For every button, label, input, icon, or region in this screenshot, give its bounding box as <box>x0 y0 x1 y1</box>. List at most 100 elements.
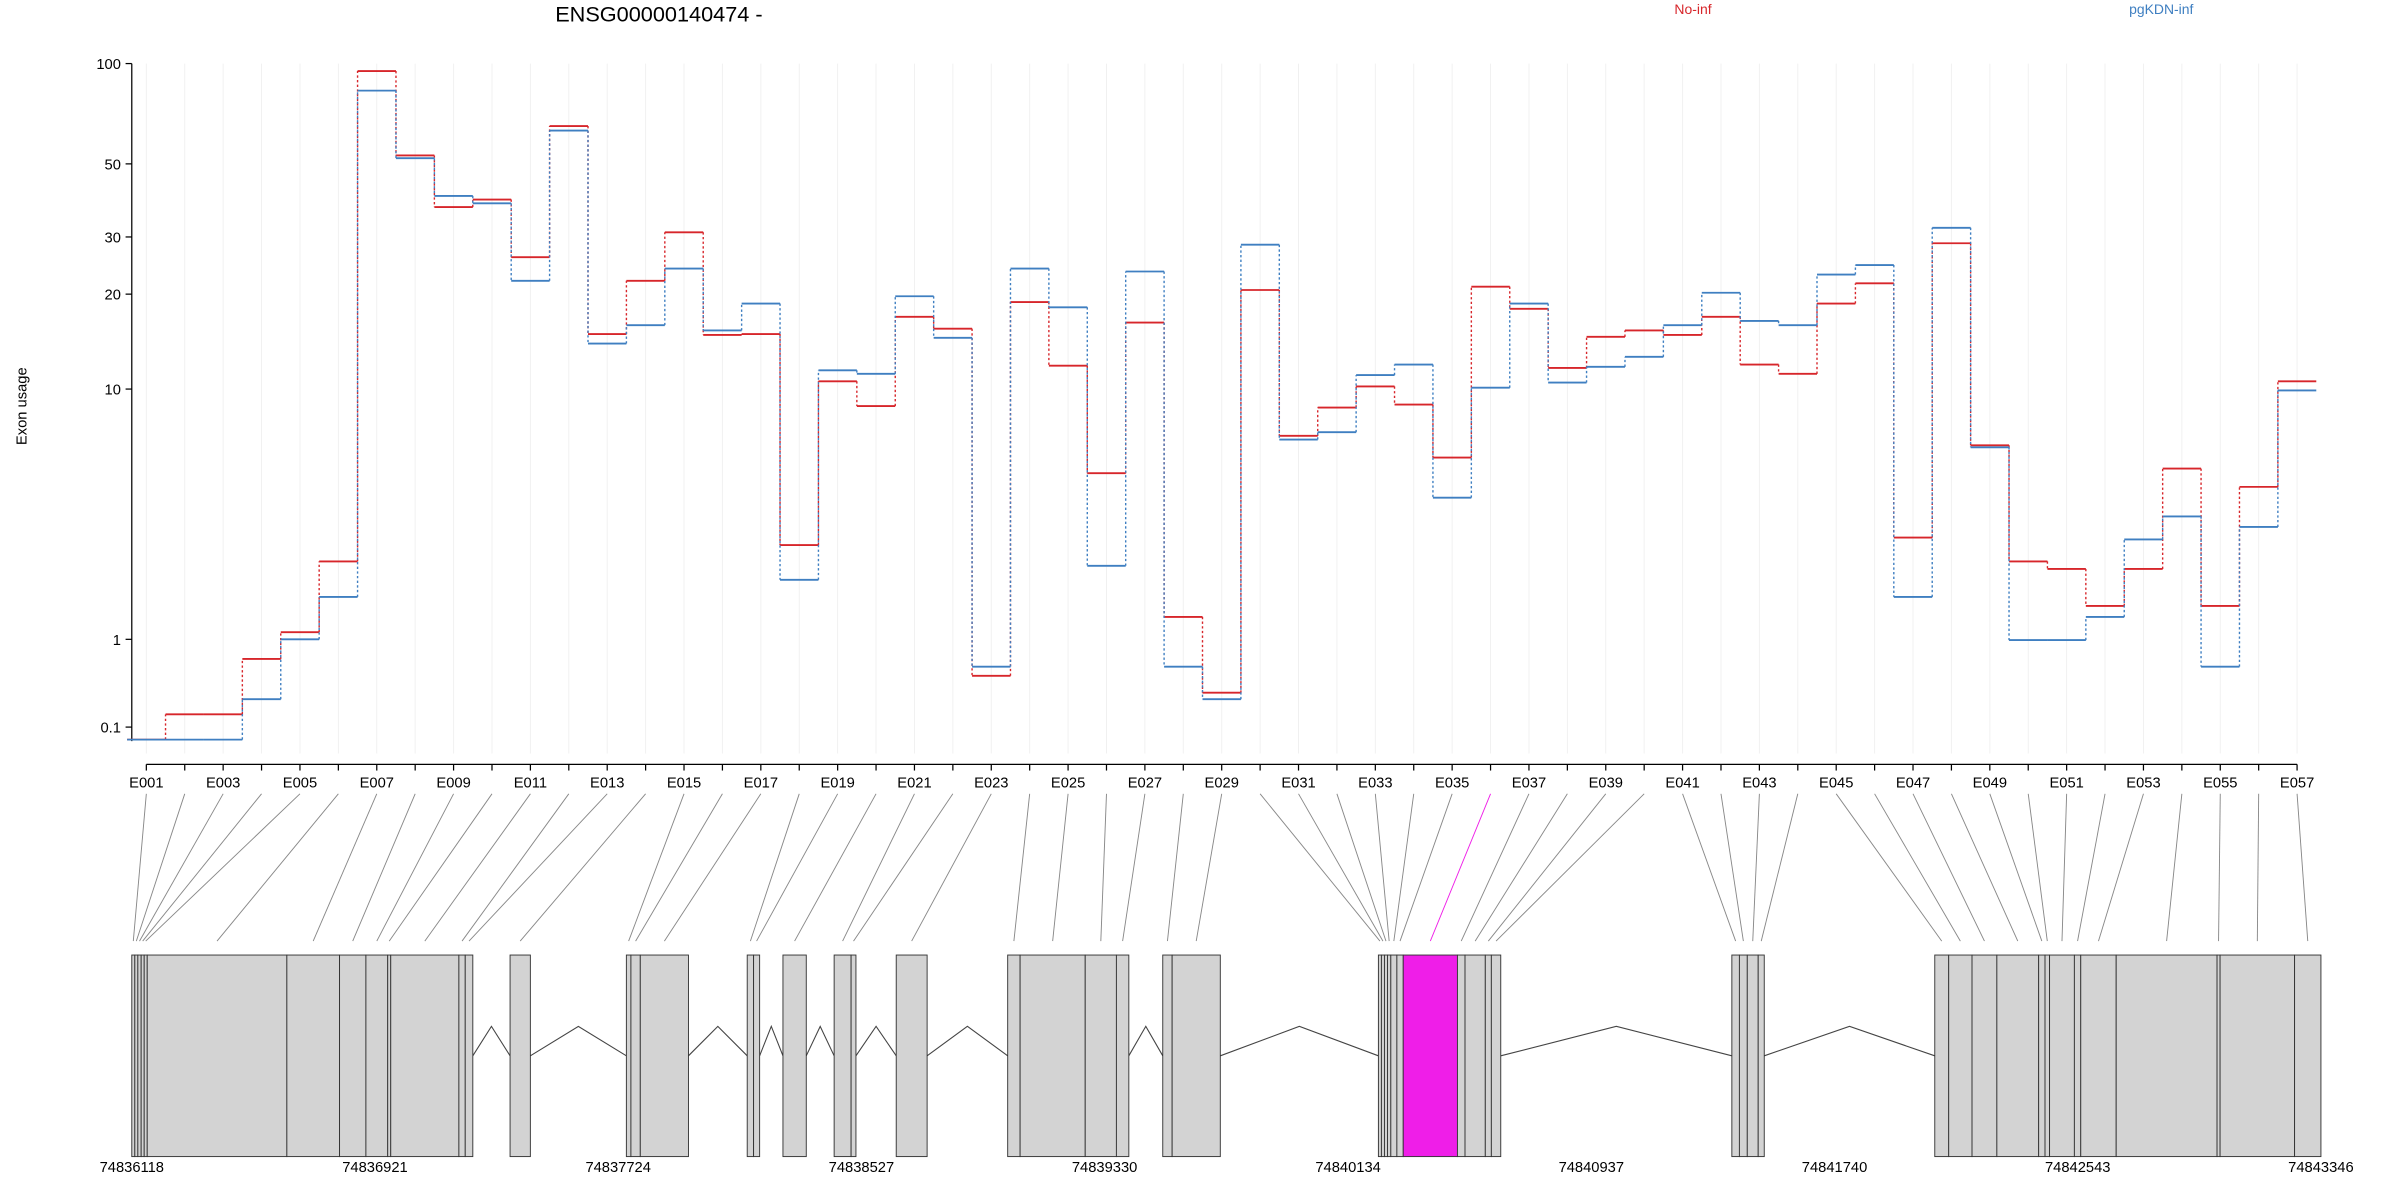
x-tick-label: E049 <box>1973 776 2007 792</box>
exon <box>2038 954 2046 1158</box>
x-tick-label: E045 <box>1819 776 1853 792</box>
exon <box>339 954 367 1158</box>
exon-link <box>635 793 723 942</box>
exon-link <box>1052 793 1069 942</box>
gene-axis-label: 74837724 <box>585 1160 651 1176</box>
exon-link <box>2061 793 2068 942</box>
exon-link <box>1298 793 1384 942</box>
x-tick-label: E043 <box>1742 776 1776 792</box>
intron <box>1764 1025 1935 1057</box>
exon-link <box>1682 793 1737 942</box>
exon <box>1396 954 1404 1158</box>
exon-link <box>352 793 416 942</box>
exon-link <box>853 793 954 942</box>
exon-link <box>1752 793 1760 942</box>
exon <box>2219 954 2296 1158</box>
y-tick-label: 20 <box>105 288 121 304</box>
exon <box>639 954 689 1158</box>
exon <box>746 954 755 1158</box>
x-tick-label: E051 <box>2049 776 2083 792</box>
exon <box>850 954 857 1158</box>
x-tick-label: E053 <box>2126 776 2160 792</box>
exon <box>1948 954 1973 1158</box>
exon <box>1490 954 1502 1158</box>
y-tick-label: 50 <box>105 157 121 173</box>
x-tick-label: E009 <box>436 776 470 792</box>
x-tick-label: E047 <box>1896 776 1930 792</box>
exon <box>1390 954 1398 1158</box>
exon <box>1746 954 1759 1158</box>
exon-link <box>135 793 186 942</box>
exon <box>753 954 761 1158</box>
exon-link <box>1874 793 1961 942</box>
exon-link <box>1259 793 1381 942</box>
exon <box>1996 954 2040 1158</box>
exon <box>146 954 288 1158</box>
chart-title: ENSG00000140474 - <box>555 2 762 27</box>
gene-axis-label: 74836921 <box>342 1160 407 1176</box>
exon-link <box>1166 793 1184 942</box>
x-tick-label: E013 <box>590 776 624 792</box>
x-tick-label: E005 <box>283 776 317 792</box>
exon-link <box>628 793 685 942</box>
x-tick-label: E035 <box>1435 776 1469 792</box>
exon-link <box>1374 793 1390 942</box>
exon-link <box>794 793 877 942</box>
x-tick-label: E041 <box>1665 776 1699 792</box>
exon <box>1084 954 1117 1158</box>
exon <box>509 954 531 1158</box>
exon <box>1456 954 1466 1158</box>
exon-link <box>2077 793 2106 942</box>
y-tick-label: 1 <box>113 633 121 649</box>
exon <box>464 954 474 1158</box>
exon-link <box>468 793 608 942</box>
exon <box>390 954 460 1158</box>
exon-link <box>2256 793 2260 942</box>
x-tick-label: E033 <box>1358 776 1392 792</box>
exon-link <box>1474 793 1568 942</box>
exon-link <box>1835 793 1943 942</box>
gene-axis-label: 74838527 <box>829 1160 895 1176</box>
gene-axis-label: 74840937 <box>1559 1160 1625 1176</box>
exon <box>1971 954 1998 1158</box>
gene-axis-label: 74836118 <box>100 1160 164 1176</box>
x-tick-label: E017 <box>744 776 778 792</box>
x-tick-label: E019 <box>820 776 854 792</box>
exon-link <box>1100 793 1107 942</box>
exon-link <box>2166 793 2183 942</box>
gene-axis-label: 74843346 <box>2288 1160 2354 1176</box>
exon <box>2073 954 2082 1158</box>
exon <box>630 954 641 1158</box>
exon <box>2294 954 2322 1158</box>
exon <box>782 954 807 1158</box>
x-tick-label: E037 <box>1512 776 1546 792</box>
exon-link <box>1013 793 1031 942</box>
exon-link <box>1429 793 1491 942</box>
y-tick-label: 100 <box>96 57 121 73</box>
exon-link <box>424 793 531 942</box>
exon <box>2115 954 2218 1158</box>
exon-link <box>312 793 378 942</box>
gene-axis-label: 74841740 <box>1802 1160 1868 1176</box>
x-tick-label: E025 <box>1051 776 1085 792</box>
exon <box>1731 954 1740 1158</box>
exon-link <box>142 793 262 942</box>
y-tick-label: 10 <box>105 382 121 398</box>
exon <box>2044 954 2051 1158</box>
exon-link <box>388 793 493 942</box>
intron <box>855 1025 897 1057</box>
x-tick-label: E003 <box>206 776 240 792</box>
exon <box>137 954 142 1158</box>
exon <box>1162 954 1173 1158</box>
x-tick-label: E011 <box>514 776 547 792</box>
y-tick-label: 0.1 <box>100 721 120 737</box>
legend-entry: No-inf <box>1674 1 1711 17</box>
x-tick-label: E001 <box>129 776 163 792</box>
exon-link <box>1720 793 1744 942</box>
x-tick-label: E023 <box>974 776 1008 792</box>
x-tick-label: E029 <box>1205 776 1239 792</box>
y-tick-label: 30 <box>105 230 121 246</box>
exon <box>286 954 341 1158</box>
exon <box>625 954 632 1158</box>
